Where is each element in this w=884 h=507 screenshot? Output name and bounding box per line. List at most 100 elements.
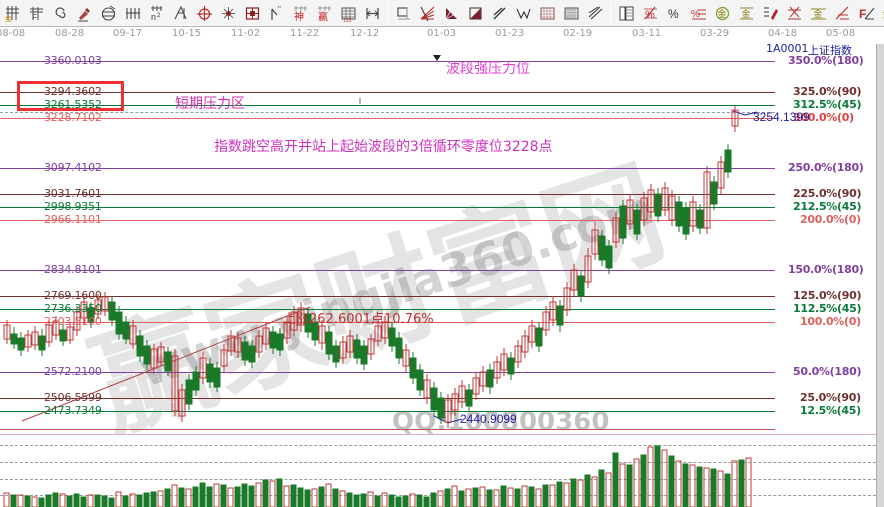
svg-text:%: % [645, 9, 655, 21]
crosshair-icon[interactable] [192, 2, 216, 25]
percent-label: 325.0%(90) [793, 85, 862, 98]
measure-icon[interactable] [360, 2, 384, 25]
date-tick: 02-19 [563, 28, 593, 39]
percent-lines-icon[interactable]: % [686, 2, 710, 25]
svg-text:金: 金 [717, 8, 726, 20]
fibonacci-fan-icon[interactable]: F [24, 2, 48, 25]
toolbar-separator-2 [610, 2, 611, 24]
date-tick: 01-23 [495, 28, 525, 39]
current-price-line [0, 112, 775, 113]
price-label: 2998.9351 [44, 200, 102, 213]
zigzag-icon[interactable] [511, 2, 535, 25]
book-icon[interactable] [614, 2, 638, 25]
date-tick: 11-22 [290, 28, 320, 39]
svg-text:123: 123 [343, 18, 352, 22]
date-tick: 10-15 [172, 28, 202, 39]
circle-cycle-icon[interactable] [96, 2, 120, 25]
percent-label: 112.5%(45) [793, 302, 862, 315]
box-diagonal-icon[interactable] [463, 2, 487, 25]
date-tick: 03-11 [632, 28, 662, 39]
volume-gridline-1 [0, 445, 876, 446]
price-label: 2769.1600 [44, 289, 102, 302]
fan-red-icon[interactable] [415, 2, 439, 25]
percent-label: 200.0%(0) [800, 213, 861, 226]
price-label: 3360.0103 [44, 54, 102, 67]
box-target-icon[interactable] [240, 2, 264, 25]
percent-label: 300.0%(0) [793, 111, 854, 124]
grid-square-icon[interactable] [535, 2, 559, 25]
f-slope-icon[interactable]: F [854, 2, 878, 25]
date-tick: 03-29 [700, 28, 730, 39]
percent-label: 212.5%(45) [793, 200, 862, 213]
svg-text:2: 2 [157, 13, 161, 19]
gridline-250 [0, 168, 775, 169]
gold-circle-icon[interactable]: 金 [710, 2, 734, 25]
annotation-gap-up-note: 指数跳空高开并站上起始波段的3倍循环零度位3228点 [214, 139, 553, 155]
price-label: 2736.3350 [44, 302, 102, 315]
speed-resistance-icon[interactable] [439, 2, 463, 25]
volume-chart-panel[interactable] [0, 434, 884, 507]
gridline-325 [0, 92, 775, 93]
angle-icon[interactable] [168, 2, 192, 25]
gridline-225 [0, 194, 775, 195]
ticker-name: 上证指数 [808, 44, 852, 57]
gridline-125 [0, 296, 775, 297]
pen-icon[interactable] [72, 2, 96, 25]
date-tick: 08-08 [0, 28, 26, 39]
percent-icon[interactable]: % [662, 2, 686, 25]
ying-icon[interactable]: 赢 [312, 2, 336, 25]
gridline-3125 [0, 105, 775, 106]
gridline-125-low [0, 411, 775, 412]
parallel-lines-icon[interactable] [583, 2, 607, 25]
paint-icon[interactable] [758, 2, 782, 25]
price-label: 2834.8101 [44, 263, 102, 276]
annotation-short-term-resistance: 短期压力区 [175, 96, 245, 112]
gold-slope-icon[interactable]: 金 [878, 2, 884, 25]
gold-icon[interactable]: 金 [806, 2, 830, 25]
percent-label: 12.5%(45) [800, 404, 861, 417]
resistance-highlight-box [17, 81, 124, 111]
spiral-icon[interactable] [48, 2, 72, 25]
sunburst-icon[interactable] [216, 2, 240, 25]
vertical-scrollbar[interactable] [876, 44, 884, 507]
date-tick: 09-17 [113, 28, 143, 39]
candlestick-series [3, 106, 739, 428]
gold-lines-icon[interactable]: 金 [734, 2, 758, 25]
shen-icon[interactable]: 神 [288, 2, 312, 25]
svg-text:%: % [691, 9, 700, 20]
svg-text:金: 金 [813, 8, 822, 20]
svg-text:": " [278, 5, 281, 14]
trend-channel-icon[interactable] [487, 2, 511, 25]
ladder-icon[interactable]: 123 [336, 2, 360, 25]
grid-lines-icon[interactable] [120, 2, 144, 25]
grid-dense-icon[interactable] [559, 2, 583, 25]
price-chart-panel[interactable]: 赢家财富网 www.yingjia360.com QQ:100800360 [0, 44, 884, 434]
annotation-strong-resistance: 波段强压力位 [446, 61, 530, 77]
cross-lines-icon[interactable] [782, 2, 806, 25]
slope-icon[interactable] [830, 2, 854, 25]
drawing-toolbar: 金 F [0, 0, 884, 27]
gann-fan-icon[interactable]: 金 [0, 2, 24, 25]
pitchfork-icon[interactable] [391, 2, 415, 25]
percent-label: 312.5%(45) [793, 98, 862, 111]
gridline-2125 [0, 207, 775, 208]
gridline-50 [0, 372, 775, 373]
wave-mark-icon[interactable]: " [264, 2, 288, 25]
annotation-rise-measure: 上涨262.6001点10.76% [283, 312, 434, 327]
date-tick: 04-18 [768, 28, 798, 39]
toolbar-group-drawing-tools: 金 F [0, 0, 384, 26]
percent-label: 250.0%(180) [788, 161, 864, 174]
gridline-1125 [0, 309, 775, 310]
annotation-high-point: 3254.1399 [753, 110, 810, 124]
price-label: 3228.7102 [44, 111, 102, 124]
svg-text:%: % [668, 7, 679, 21]
percent-cross-icon[interactable]: % [638, 2, 662, 25]
svg-text:金: 金 [882, 8, 884, 20]
gridline-0 [0, 429, 775, 430]
price-label: 2966.1101 [44, 213, 102, 226]
svg-text:金: 金 [5, 14, 12, 22]
gridline-300 [0, 118, 775, 119]
svg-text:F: F [32, 13, 37, 22]
